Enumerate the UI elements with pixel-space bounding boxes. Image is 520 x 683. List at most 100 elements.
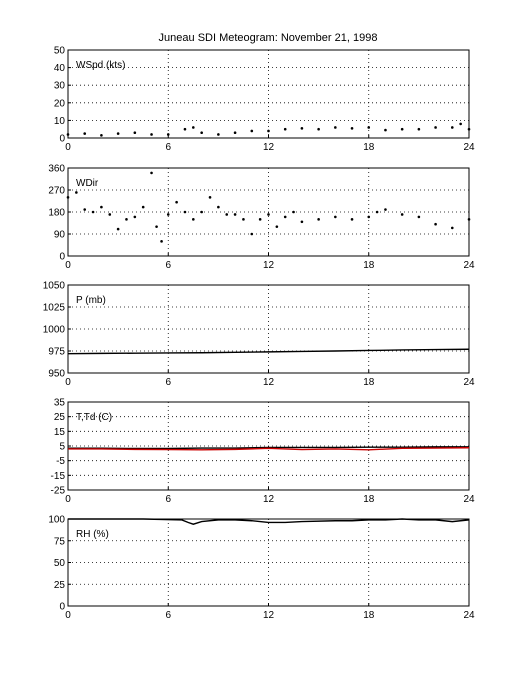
y-tick-label: 25 [54,412,66,423]
data-point [133,215,137,219]
x-tick-label: 18 [363,260,375,271]
data-point [350,218,354,221]
data-point [183,127,187,131]
data-point [100,134,103,137]
data-point [208,196,212,199]
y-tick-label: 50 [54,558,66,569]
x-tick-label: 24 [463,494,475,505]
y-tick-label: 1050 [43,281,66,292]
data-point [83,132,87,135]
x-tick-label: 0 [65,494,71,505]
x-tick-label: 6 [165,610,171,621]
y-tick-label: 75 [54,536,66,547]
data-point [155,225,158,228]
data-point [217,205,220,209]
y-tick-label: -25 [51,486,66,497]
x-tick-label: 12 [263,494,275,505]
data-point [192,126,195,129]
data-point [233,213,237,216]
data-point [283,127,287,131]
x-tick-label: 6 [165,494,171,505]
data-point [133,131,137,135]
data-point [434,126,437,129]
series-line [68,447,470,451]
y-tick-label: 975 [48,347,65,358]
data-point [434,222,437,226]
data-point [116,227,120,231]
data-point [200,210,203,214]
panel-label: WSpd (kts) [76,60,125,71]
data-point [459,122,462,126]
data-point [417,215,421,219]
data-point [200,131,203,135]
x-tick-label: 18 [363,494,375,505]
data-point [250,129,254,133]
x-tick-label: 24 [463,377,475,388]
data-point [450,226,454,230]
x-tick-label: 12 [263,377,275,388]
data-point [267,129,270,133]
series-line [67,348,470,355]
x-tick-label: 0 [65,610,71,621]
y-tick-label: 270 [48,186,65,197]
x-tick-label: 12 [263,260,275,271]
y-tick-label: 100 [48,515,65,526]
data-point [166,133,170,136]
x-tick-label: 12 [263,610,275,621]
data-point [384,128,387,132]
data-point [116,132,120,135]
data-point [125,218,128,221]
data-point [267,213,270,216]
panel-label: T,Td (C) [76,412,112,423]
x-tick-label: 24 [463,610,475,621]
data-point [317,127,320,131]
data-point [108,213,112,216]
data-point [166,213,170,216]
data-point [275,225,279,228]
y-tick-label: 40 [54,63,66,74]
data-point [83,208,87,211]
y-tick-label: 35 [54,398,66,409]
y-tick-label: 950 [48,369,65,380]
panel-label: WDir [76,178,99,189]
y-tick-label: 15 [54,427,66,438]
data-point [350,127,354,130]
data-point [400,127,404,131]
y-tick-label: 0 [59,602,65,613]
data-point [384,208,387,211]
data-point [75,191,78,194]
data-point [100,205,103,209]
data-point [367,126,371,129]
y-tick-label: -5 [56,456,65,467]
y-tick-label: 10 [54,116,66,127]
series-line [68,518,470,525]
x-tick-label: 18 [363,377,375,388]
panel-label: RH (%) [76,529,109,540]
y-tick-label: 90 [54,230,66,241]
data-point [283,215,287,219]
y-tick-label: 0 [59,252,65,263]
x-tick-label: 24 [463,142,475,153]
data-point [242,218,245,221]
data-point [150,133,153,136]
y-tick-label: 50 [54,46,66,57]
data-point [334,215,337,219]
y-tick-label: 1000 [43,325,66,336]
data-point [375,210,379,214]
data-point [292,210,295,214]
data-point [160,240,163,243]
data-point [467,127,471,131]
x-tick-label: 24 [463,260,475,271]
data-point [233,131,237,135]
x-tick-label: 6 [165,260,171,271]
x-tick-label: 0 [65,260,71,271]
y-tick-label: 20 [54,98,66,109]
x-tick-label: 6 [165,142,171,153]
x-tick-label: 18 [363,142,375,153]
series-line [68,446,469,450]
x-tick-label: 12 [263,142,275,153]
data-point [183,210,187,214]
data-point [217,133,220,136]
x-tick-label: 6 [165,377,171,388]
